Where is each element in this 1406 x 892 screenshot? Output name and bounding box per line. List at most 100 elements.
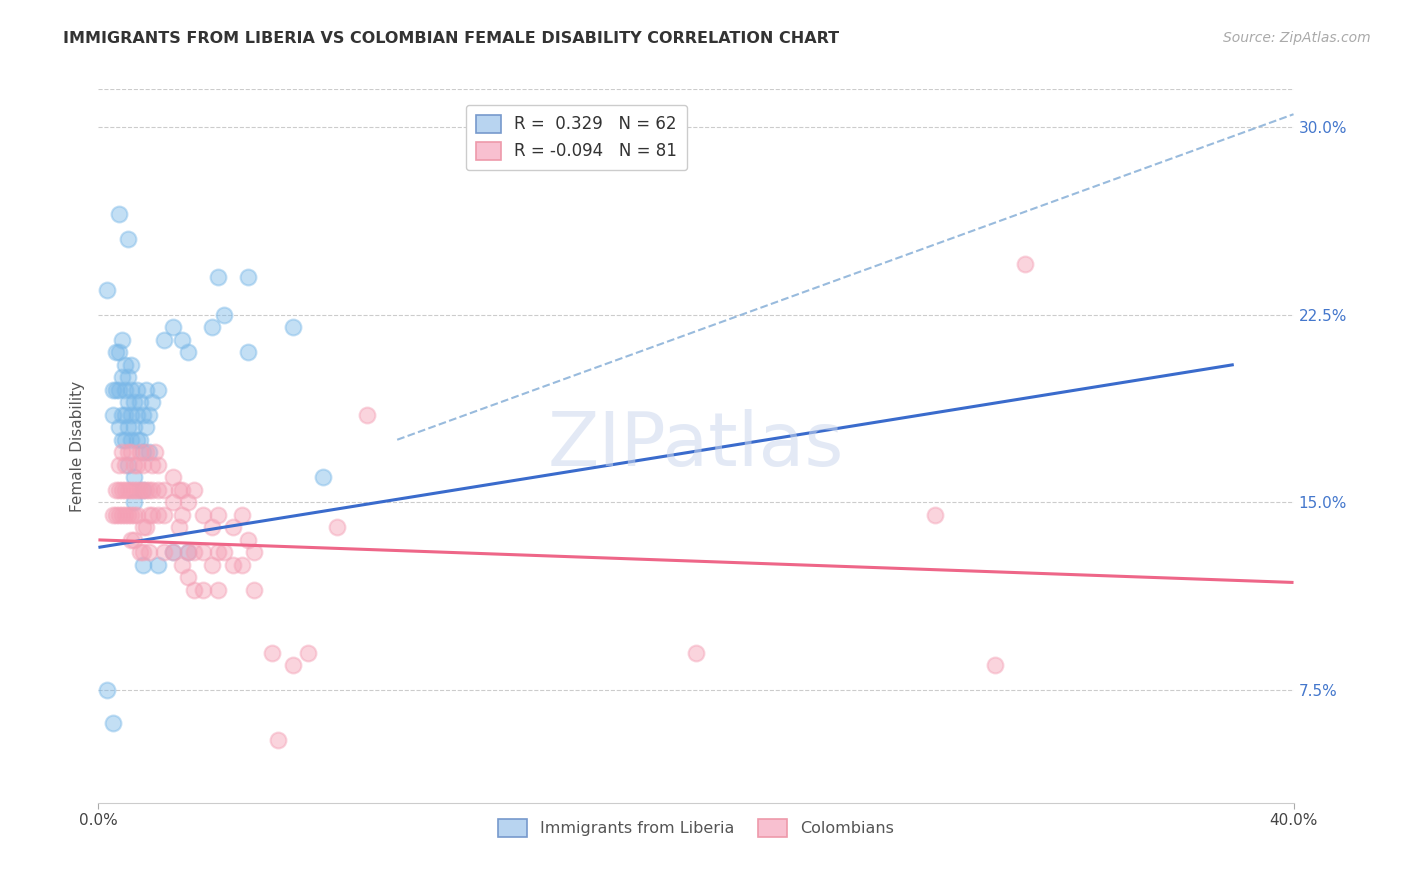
Point bbox=[281, 658, 304, 673]
Point bbox=[153, 508, 176, 522]
Point bbox=[231, 508, 253, 522]
Point bbox=[212, 308, 235, 322]
Point bbox=[117, 445, 139, 459]
Point bbox=[132, 458, 155, 472]
Point bbox=[108, 207, 131, 221]
Legend: Immigrants from Liberia, Colombians: Immigrants from Liberia, Colombians bbox=[491, 812, 901, 845]
Point bbox=[108, 483, 131, 497]
Point bbox=[127, 408, 149, 422]
Point bbox=[114, 458, 136, 472]
Point bbox=[162, 545, 184, 559]
Point bbox=[127, 508, 149, 522]
Point bbox=[183, 483, 205, 497]
Point bbox=[108, 508, 131, 522]
Point bbox=[148, 458, 170, 472]
Point bbox=[162, 545, 184, 559]
Point bbox=[207, 270, 229, 285]
Point bbox=[984, 658, 1007, 673]
Point bbox=[103, 383, 125, 397]
Point bbox=[207, 545, 229, 559]
Point bbox=[1014, 257, 1036, 271]
Point bbox=[162, 495, 184, 509]
Point bbox=[114, 408, 136, 422]
Point bbox=[132, 445, 155, 459]
Point bbox=[127, 433, 149, 447]
Point bbox=[135, 383, 157, 397]
Point bbox=[108, 345, 131, 359]
Point bbox=[132, 483, 155, 497]
Point bbox=[117, 458, 139, 472]
Point bbox=[120, 483, 142, 497]
Point bbox=[124, 508, 146, 522]
Point bbox=[153, 333, 176, 347]
Point bbox=[117, 395, 139, 409]
Point bbox=[127, 383, 149, 397]
Point bbox=[207, 508, 229, 522]
Point bbox=[111, 483, 134, 497]
Point bbox=[138, 408, 160, 422]
Point bbox=[207, 582, 229, 597]
Point bbox=[183, 582, 205, 597]
Point bbox=[236, 345, 259, 359]
Point bbox=[124, 533, 146, 547]
Point bbox=[105, 483, 128, 497]
Point bbox=[124, 420, 146, 434]
Point bbox=[124, 495, 146, 509]
Point bbox=[222, 520, 245, 534]
Point bbox=[267, 733, 290, 747]
Point bbox=[201, 558, 224, 572]
Point bbox=[143, 445, 166, 459]
Point bbox=[117, 420, 139, 434]
Point bbox=[117, 232, 139, 246]
Point bbox=[114, 433, 136, 447]
Point bbox=[243, 582, 266, 597]
Point bbox=[172, 483, 194, 497]
Point bbox=[356, 408, 378, 422]
Point bbox=[243, 545, 266, 559]
Point bbox=[129, 483, 152, 497]
Text: ZIPatlas: ZIPatlas bbox=[548, 409, 844, 483]
Point bbox=[167, 520, 190, 534]
Point bbox=[111, 333, 134, 347]
Point bbox=[177, 495, 200, 509]
Point bbox=[135, 420, 157, 434]
Point bbox=[685, 646, 707, 660]
Point bbox=[135, 520, 157, 534]
Point bbox=[129, 395, 152, 409]
Point bbox=[177, 545, 200, 559]
Point bbox=[135, 483, 157, 497]
Point bbox=[111, 508, 134, 522]
Point bbox=[212, 545, 235, 559]
Point bbox=[108, 458, 131, 472]
Point bbox=[117, 508, 139, 522]
Point bbox=[127, 458, 149, 472]
Point bbox=[108, 420, 131, 434]
Point bbox=[222, 558, 245, 572]
Point bbox=[120, 408, 142, 422]
Point bbox=[167, 483, 190, 497]
Point bbox=[132, 545, 155, 559]
Point bbox=[191, 545, 214, 559]
Point bbox=[114, 483, 136, 497]
Point bbox=[172, 508, 194, 522]
Y-axis label: Female Disability: Female Disability bbox=[69, 380, 84, 512]
Point bbox=[236, 270, 259, 285]
Point bbox=[177, 570, 200, 584]
Point bbox=[148, 508, 170, 522]
Point bbox=[129, 545, 152, 559]
Text: IMMIGRANTS FROM LIBERIA VS COLOMBIAN FEMALE DISABILITY CORRELATION CHART: IMMIGRANTS FROM LIBERIA VS COLOMBIAN FEM… bbox=[63, 31, 839, 46]
Point bbox=[120, 508, 142, 522]
Point bbox=[105, 383, 128, 397]
Point bbox=[326, 520, 349, 534]
Point bbox=[120, 433, 142, 447]
Point bbox=[141, 483, 163, 497]
Point bbox=[111, 433, 134, 447]
Point bbox=[191, 582, 214, 597]
Point bbox=[105, 345, 128, 359]
Point bbox=[105, 508, 128, 522]
Point bbox=[108, 383, 131, 397]
Point bbox=[138, 545, 160, 559]
Point bbox=[111, 445, 134, 459]
Point bbox=[120, 533, 142, 547]
Point bbox=[124, 395, 146, 409]
